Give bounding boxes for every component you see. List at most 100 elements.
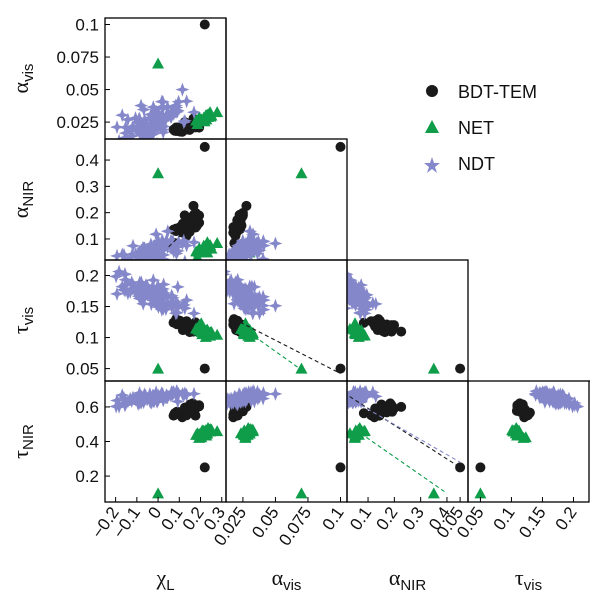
reference-line [168, 225, 191, 248]
point-ndt [143, 110, 158, 125]
y-tick-label: 0.1 [75, 329, 99, 348]
point-ndt [187, 306, 201, 321]
panel-tNIR-vs-chiL [104, 380, 227, 503]
point-ndt [136, 123, 151, 138]
point-bdt-tem [179, 222, 190, 233]
point-ndt [146, 280, 161, 295]
point-ndt [230, 286, 244, 301]
y-tick-label: 0.15 [66, 298, 99, 317]
point-net [243, 423, 256, 435]
point-bdt-tem [455, 462, 466, 473]
point-ndt [131, 115, 145, 130]
point-ndt [160, 100, 175, 115]
y-tick-label: 0.05 [66, 81, 99, 100]
point-ndt [247, 279, 262, 294]
point-ndt [110, 393, 124, 408]
point-ndt [250, 242, 265, 257]
axes-text-layer: 0.0250.050.0750.10.10.20.30.40.050.10.15… [8, 16, 581, 594]
point-ndt [331, 396, 345, 410]
point-bdt-tem [396, 326, 407, 337]
point-bdt-tem [171, 407, 182, 418]
point-ndt [169, 305, 184, 320]
point-net [514, 428, 527, 440]
point-ndt [325, 398, 339, 412]
point-net [205, 423, 218, 435]
point-bdt-tem [187, 211, 198, 222]
point-ndt [164, 109, 178, 124]
point-ndt [268, 236, 283, 251]
point-ndt [347, 397, 354, 411]
point-ndt [138, 389, 153, 404]
point-ndt [235, 297, 250, 312]
point-ndt [212, 393, 226, 407]
point-ndt [118, 130, 132, 139]
point-bdt-tem [335, 363, 346, 374]
x-tick-label: 0.1 [490, 503, 519, 533]
point-ndt [333, 265, 347, 279]
point-ndt [333, 400, 347, 414]
point-ndt [136, 102, 151, 117]
point-ndt [134, 98, 149, 113]
point-ndt [146, 100, 161, 115]
point-ndt [349, 296, 363, 311]
point-bdt-tem [190, 410, 201, 421]
y-tick-label: 0.2 [75, 204, 99, 223]
point-ndt [164, 288, 179, 303]
point-ndt [230, 253, 244, 260]
axis-subscript: NIR [400, 577, 426, 594]
point-net [205, 326, 218, 338]
y-tick-label: 0.2 [75, 267, 99, 286]
legend: BDT-TEM NET NDT [424, 82, 537, 174]
axis-subscript: NIR [20, 424, 37, 450]
point-ndt [155, 122, 170, 137]
y-tick-label: 0.3 [75, 177, 99, 196]
point-ndt [226, 272, 231, 276]
point-ndt [146, 112, 161, 127]
point-ndt [112, 264, 127, 279]
point-ndt [136, 296, 151, 311]
y-tick-label: 0.6 [75, 398, 99, 417]
point-ndt [160, 254, 167, 260]
y-axis-label-tNIR: τNIR [8, 424, 37, 459]
point-ndt [206, 400, 220, 414]
point-ndt [149, 106, 164, 121]
legend-label-bdt-tem: BDT-TEM [458, 82, 537, 102]
point-ndt [151, 300, 166, 314]
point-bdt-tem [374, 402, 385, 413]
panel-tvis-vs-chiL [104, 259, 227, 382]
point-ndt [228, 282, 243, 296]
point-bdt-tem [335, 141, 346, 152]
axis-symbol: α [389, 565, 401, 590]
point-ndt [118, 283, 132, 298]
point-ndt [109, 269, 124, 284]
point-ndt [227, 296, 242, 311]
point-ndt [150, 120, 165, 135]
point-ndt [123, 124, 138, 138]
point-ndt [244, 394, 259, 408]
point-ndt [170, 279, 185, 294]
panels-layer [104, 17, 590, 503]
point-ndt [120, 286, 135, 301]
point-ndt [538, 393, 553, 408]
point-ndt [153, 388, 168, 403]
point-ndt [246, 385, 260, 400]
point-ndt [125, 128, 140, 139]
point-ndt [238, 302, 253, 317]
point-ndt [231, 238, 246, 253]
panel-tNIR-vs-avis [206, 380, 348, 503]
point-ndt [158, 236, 173, 251]
point-ndt [171, 94, 186, 109]
point-ndt [126, 238, 140, 253]
point-ndt [158, 112, 173, 127]
point-ndt [226, 277, 239, 292]
reference-line [242, 327, 305, 373]
point-bdt-tem [181, 410, 192, 421]
y-tick-label: 0.4 [75, 151, 99, 170]
point-ndt [210, 262, 224, 276]
point-ndt [164, 386, 178, 401]
point-ndt [176, 233, 191, 248]
point-ndt [155, 390, 170, 405]
axis-subscript: NIR [20, 181, 37, 207]
point-ndt [171, 386, 186, 401]
point-net [238, 322, 251, 334]
